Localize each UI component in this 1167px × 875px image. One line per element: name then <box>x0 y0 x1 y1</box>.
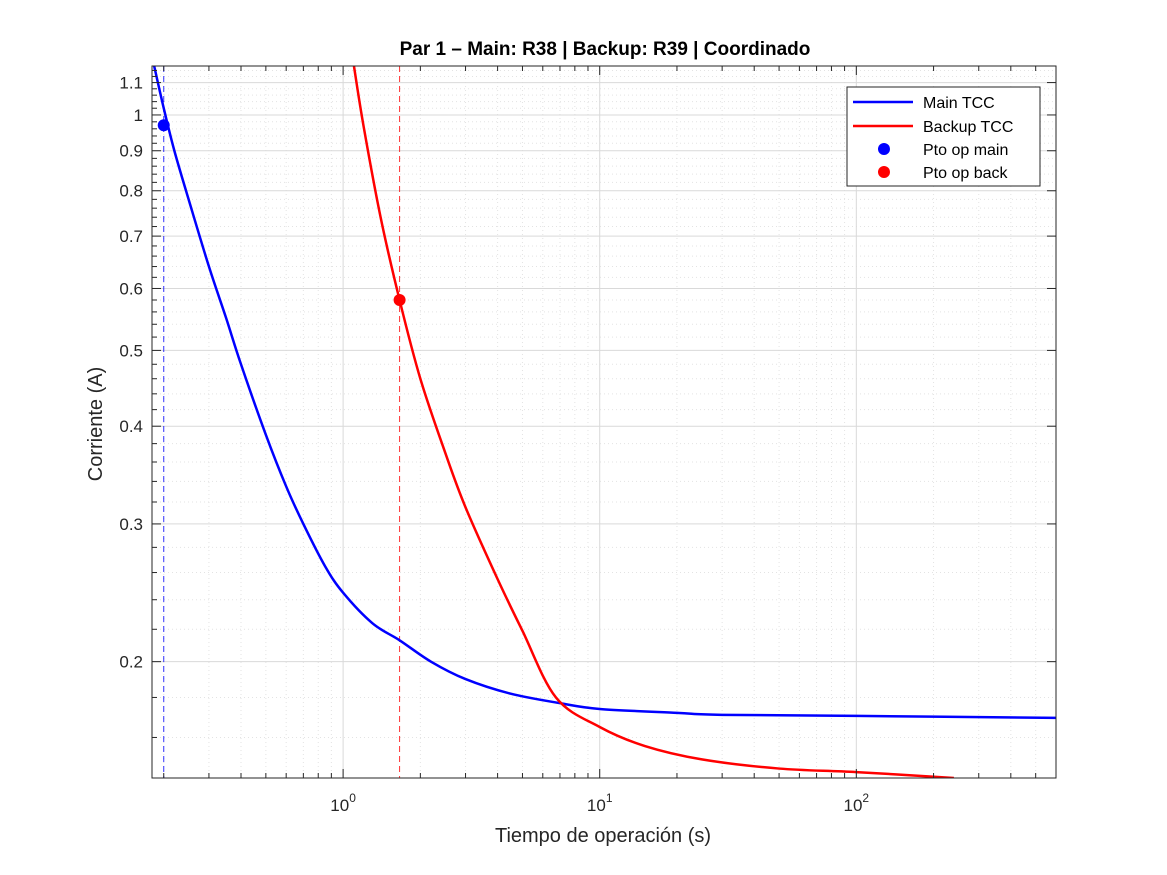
legend-main-point-marker <box>878 143 890 155</box>
x-tick-label-base: 10 <box>844 796 863 815</box>
y-tick-label: 0.4 <box>119 417 143 436</box>
y-tick-label: 1.1 <box>119 74 143 93</box>
curves <box>152 66 1056 778</box>
x-tick-label-base: 10 <box>330 796 349 815</box>
axes-frame <box>151 65 1057 779</box>
y-tick-label: 0.7 <box>119 227 143 246</box>
legend-backup-point-label: Pto op back <box>923 165 1009 182</box>
x-tick-label-exponent: 1 <box>606 791 613 805</box>
backup-tcc-curve <box>352 66 954 778</box>
legend-main-point-label: Pto op main <box>923 142 1008 159</box>
y-axis-label: Corriente (A) <box>85 367 107 481</box>
x-tick-label-exponent: 0 <box>349 791 356 805</box>
y-tick-label: 1 <box>134 106 143 125</box>
x-tick-label-base: 10 <box>587 796 606 815</box>
chart-title: Par 1 – Main: R38 | Backup: R39 | Coordi… <box>400 39 811 60</box>
y-tick-label: 0.2 <box>119 653 143 672</box>
operating-point-markers <box>157 119 406 306</box>
x-tick-label: 102 <box>844 791 870 815</box>
legend-backup-point-marker <box>878 166 890 178</box>
minor-grid <box>152 66 1057 778</box>
y-tick-label: 0.9 <box>119 142 143 161</box>
x-tick-label: 101 <box>587 791 613 815</box>
y-tick-label: 0.8 <box>119 182 143 201</box>
x-tick-labels: 100 101 102 <box>330 791 869 815</box>
legend-backup-label: Backup TCC <box>923 119 1013 136</box>
pto-op-main-marker <box>157 119 170 132</box>
y-tick-label: 0.3 <box>119 515 143 534</box>
y-tick-label: 0.6 <box>119 279 143 298</box>
x-axis-label: Tiempo de operación (s) <box>495 825 711 847</box>
y-tick-label: 0.5 <box>119 341 143 360</box>
reference-lines <box>163 66 401 778</box>
legend: Main TCC Backup TCC Pto op main Pto op b… <box>846 86 1041 187</box>
x-tick-label: 100 <box>330 791 356 815</box>
x-tick-label-exponent: 2 <box>862 791 869 805</box>
y-tick-labels: 0.2 0.3 0.4 0.5 0.6 0.7 0.8 0.9 1 1.1 <box>119 74 143 672</box>
pto-op-back-marker <box>393 293 406 306</box>
axes-box <box>151 65 1057 779</box>
tick-marks <box>152 66 1057 778</box>
main-tcc-curve <box>152 66 1056 720</box>
legend-main-label: Main TCC <box>923 95 995 112</box>
